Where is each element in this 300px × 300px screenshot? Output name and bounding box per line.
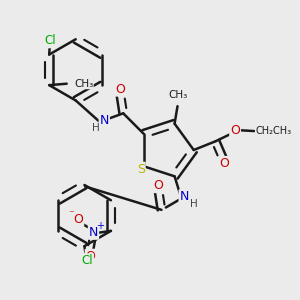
Text: O: O (116, 82, 125, 96)
Text: O: O (85, 250, 95, 263)
Text: O: O (230, 124, 240, 137)
Text: H: H (92, 123, 99, 133)
Text: Cl: Cl (44, 34, 56, 47)
Text: H: H (190, 199, 198, 209)
Text: O: O (74, 213, 83, 226)
Text: ⁻: ⁻ (69, 209, 74, 219)
Text: CH₃: CH₃ (168, 90, 187, 100)
Text: O: O (219, 157, 229, 170)
Text: N: N (179, 190, 189, 203)
Text: Cl: Cl (82, 254, 93, 267)
Text: +: + (96, 221, 104, 232)
Text: S: S (137, 163, 145, 176)
Text: CH₂CH₃: CH₂CH₃ (256, 126, 292, 136)
Text: O: O (154, 179, 164, 192)
Text: N: N (100, 114, 109, 127)
Text: CH₃: CH₃ (74, 79, 93, 89)
Text: N: N (89, 226, 98, 239)
